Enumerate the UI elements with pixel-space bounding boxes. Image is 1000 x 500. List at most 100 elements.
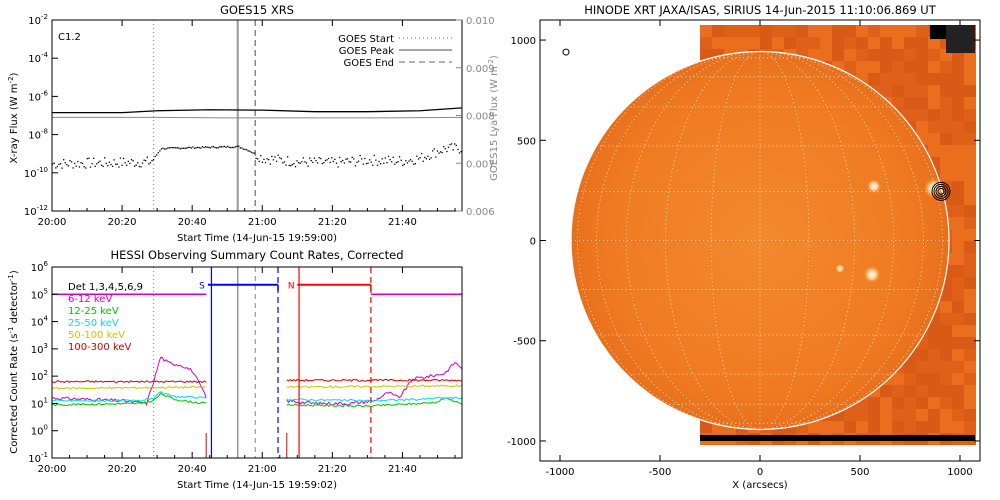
goes-short-dot	[119, 157, 122, 159]
goes-short-dot	[154, 155, 156, 158]
xrt-offlimb-pixel	[892, 385, 904, 398]
xrt-offlimb-pixel	[772, 37, 784, 50]
xrt-offlimb-pixel	[940, 301, 952, 314]
xrt-longitude-line	[759, 51, 810, 430]
xrt-offlimb-pixel	[916, 49, 928, 62]
xrt-source-contour	[935, 185, 947, 197]
goes-x-tick-label: 21:00	[248, 217, 277, 228]
hessi-legend-label: 6-12 keV	[68, 294, 112, 305]
goes-short-dot	[389, 158, 391, 161]
goes-short-dot	[444, 148, 446, 150]
goes-short-dot	[373, 154, 375, 157]
xrt-offlimb-pixel	[952, 241, 964, 254]
xrt-offlimb-pixel	[964, 181, 976, 194]
goes-short-dot	[64, 162, 66, 164]
xrt-offlimb-pixel	[784, 37, 796, 50]
hessi-x-axis-label: Start Time (14-Jun-15 19:59:02)	[177, 480, 337, 491]
goes-short-dot	[181, 147, 183, 149]
xrt-offlimb-pixel	[952, 409, 964, 422]
goes-short-dot	[141, 162, 144, 164]
goes-short-dot	[228, 146, 230, 149]
goes-short-dot	[449, 143, 451, 146]
goes-short-dot	[231, 146, 234, 149]
xrt-offlimb-pixel	[856, 421, 868, 434]
goes-short-dot	[428, 158, 431, 161]
goes-short-dot	[283, 161, 286, 163]
goes-x-tick-label: 21:40	[388, 217, 417, 228]
xrt-x-tick-label: 0	[757, 467, 763, 478]
goes-short-dot	[201, 146, 204, 148]
goes-short-dot	[113, 159, 115, 161]
goes-short-dot	[391, 161, 393, 163]
goes-short-dot	[298, 161, 300, 164]
goes-short-dot	[422, 160, 424, 162]
xrt-offlimb-pixel	[880, 73, 892, 86]
xrt-offlimb-pixel	[940, 85, 952, 98]
goes-short-dot	[74, 162, 76, 165]
goes-short-dot	[212, 145, 215, 148]
xrt-offlimb-pixel	[832, 49, 844, 62]
goes-short-dot	[400, 159, 402, 161]
xrt-offlimb-pixel	[880, 409, 892, 422]
goes-short-dot	[222, 146, 224, 148]
hessi-series-line	[286, 396, 462, 402]
goes-short-dot	[275, 160, 278, 163]
goes-short-dot	[414, 162, 416, 165]
hessi-y-axis-label: Corrected Count Rate (s-1 detector-1)	[7, 270, 20, 454]
xrt-offlimb-pixel	[916, 349, 928, 362]
xrt-offlimb-pixel	[928, 73, 940, 86]
goes-legend-label: GOES End	[344, 58, 394, 69]
xrt-offlimb-pixel	[724, 25, 736, 38]
goes-short-dot	[160, 148, 163, 150]
xrt-offlimb-pixel	[952, 397, 964, 410]
goes-short-dot	[77, 160, 79, 163]
goes-y2-tick-label: 0.010	[466, 16, 495, 27]
xrt-offlimb-pixel	[796, 37, 808, 50]
goes-short-dot	[99, 160, 101, 162]
goes-short-dot	[316, 162, 319, 164]
goes-short-dot	[211, 146, 213, 148]
xrt-longitude-line	[710, 51, 761, 430]
xrt-offlimb-pixel	[844, 25, 856, 38]
hessi-x-tick-label: 21:40	[388, 464, 417, 475]
xrt-offlimb-pixel	[892, 409, 904, 422]
goes-short-dot	[203, 146, 205, 149]
goes-short-dot	[53, 162, 55, 164]
xrt-offlimb-pixel	[880, 385, 892, 398]
goes-short-dot	[405, 160, 407, 162]
xrt-offlimb-pixel	[904, 49, 916, 62]
xrt-offlimb-pixel	[952, 145, 964, 158]
goes-short-dot	[312, 161, 314, 164]
xrt-offlimb-pixel	[964, 409, 976, 422]
goes-short-dot	[346, 158, 349, 160]
goes-short-dot	[351, 156, 353, 159]
xrt-offlimb-pixel	[820, 421, 832, 434]
goes-short-dot	[260, 155, 262, 157]
goes-panel: GOES15 XRS 20:00 20:20 20:40 21:00 21:20 21:4…	[7, 3, 500, 244]
xrt-offlimb-pixel	[880, 421, 892, 434]
goes-short-dot	[116, 163, 118, 165]
goes-short-dot	[94, 165, 96, 167]
xrt-offlimb-pixel	[940, 157, 952, 170]
xrt-offlimb-pixel	[964, 133, 976, 146]
goes-short-dot	[280, 158, 282, 160]
goes-short-dot	[85, 167, 87, 169]
xrt-longitude-line	[595, 51, 761, 430]
xrt-offlimb-pixel	[940, 73, 952, 86]
goes-x-tick-label: 21:20	[318, 217, 347, 228]
goes-short-dot	[329, 161, 331, 164]
xrt-offlimb-pixel	[880, 37, 892, 50]
goes-short-dot	[427, 155, 429, 157]
xrt-offlimb-pixel	[940, 373, 952, 386]
goes-x-tick-label: 20:40	[178, 217, 207, 228]
xrt-offlimb-pixel	[844, 409, 856, 422]
xrt-offlimb-pixel	[964, 301, 976, 314]
xrt-offlimb-pixel	[964, 313, 976, 326]
xrt-offlimb-pixel	[700, 25, 712, 38]
xrt-offlimb-pixel	[892, 61, 904, 74]
goes-short-dot	[255, 157, 257, 159]
goes-short-dot	[353, 158, 355, 160]
goes-short-dot	[299, 162, 301, 164]
goes-short-dot	[435, 156, 437, 158]
